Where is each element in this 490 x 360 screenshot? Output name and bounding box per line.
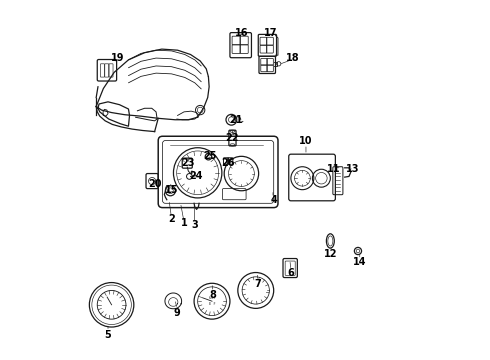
Text: E  F: E F [209,302,215,306]
Text: 15: 15 [165,185,178,195]
Text: 1: 1 [181,218,187,228]
Text: 13: 13 [346,164,359,174]
Text: 8: 8 [209,291,216,301]
Text: 22: 22 [226,133,239,143]
Text: 6: 6 [288,268,294,278]
Text: 17: 17 [264,28,277,38]
Text: 12: 12 [324,248,338,258]
Text: 4: 4 [270,195,277,205]
Text: 10: 10 [299,136,313,146]
Text: 2: 2 [168,215,175,224]
Text: 11: 11 [327,164,341,174]
Text: 26: 26 [221,158,235,168]
Text: 14: 14 [353,257,367,267]
Text: 16: 16 [235,28,249,38]
Text: 18: 18 [286,53,299,63]
Text: fuel: fuel [209,296,215,300]
Text: 7: 7 [254,279,261,289]
Text: 24: 24 [189,171,202,181]
Text: 23: 23 [182,158,195,168]
Text: 25: 25 [203,150,217,161]
Text: 9: 9 [173,308,180,318]
Text: 20: 20 [148,179,161,189]
Text: 21: 21 [229,115,243,125]
Text: 19: 19 [111,53,124,63]
Text: 5: 5 [105,330,111,340]
Text: 3: 3 [192,220,198,230]
